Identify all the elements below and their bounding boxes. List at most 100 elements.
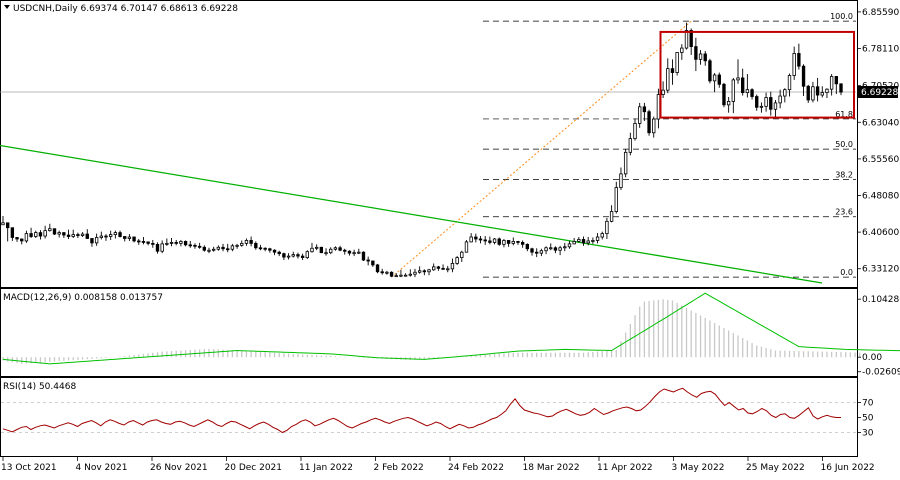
candle [811, 81, 815, 103]
candle-body [633, 123, 637, 140]
candle-body [797, 53, 801, 67]
candle-body [141, 241, 146, 243]
candle [726, 97, 731, 113]
candle [464, 239, 469, 253]
price-panel[interactable] [0, 0, 858, 288]
candle-body [549, 247, 553, 250]
candle-body [389, 271, 394, 277]
candle [221, 243, 225, 252]
candle-body [329, 248, 333, 254]
candle-body [113, 232, 118, 235]
candle-body [226, 248, 230, 251]
candle [427, 268, 431, 276]
candle-body [586, 240, 590, 244]
rsi-panel[interactable] [0, 377, 858, 457]
candle [511, 237, 515, 246]
candle-body [230, 245, 235, 250]
candle-body [684, 30, 689, 49]
candle [282, 252, 286, 261]
price-plot: 100.0 61.8 50.0 38.2 23.6 0.0 [0, 12, 856, 284]
candle [600, 231, 604, 240]
candle-body [394, 275, 398, 278]
candle-body [455, 257, 459, 264]
candle [661, 81, 665, 98]
candle [99, 231, 103, 240]
collapse-triangle-icon[interactable] [4, 5, 10, 9]
candle [249, 236, 253, 247]
candle [333, 246, 338, 251]
candle [366, 256, 370, 266]
candle-body [783, 89, 787, 97]
candle-body [525, 243, 530, 250]
candle-body [834, 76, 838, 85]
candle-body [656, 94, 661, 120]
candle [240, 240, 244, 247]
candle-body [469, 236, 473, 243]
candle [165, 238, 169, 246]
candle [52, 228, 57, 236]
candle [6, 222, 10, 242]
candle [235, 243, 239, 249]
candle [123, 236, 127, 242]
candle [478, 236, 483, 244]
candle-body [188, 244, 192, 247]
rsi-title: RSI(14) 50.4468 [3, 382, 76, 392]
candle [141, 237, 146, 245]
candle-body [76, 234, 80, 236]
price-axis-label: 6.85590 [862, 8, 899, 18]
candle [520, 240, 525, 248]
candle [638, 102, 642, 128]
candle [492, 237, 497, 245]
candle-body [160, 243, 164, 252]
rsi-axis-label: 30 [862, 429, 874, 439]
candle-body [403, 274, 408, 277]
candle [460, 250, 464, 262]
x-axis-label: 2 Feb 2022 [374, 463, 424, 473]
candle-body [62, 232, 66, 236]
candle-body [731, 79, 736, 102]
candle [530, 247, 534, 256]
candle [675, 51, 679, 76]
candle-body [324, 252, 328, 255]
candle-body [29, 233, 33, 237]
candle [642, 102, 647, 122]
candle-body [268, 248, 272, 251]
candle [300, 253, 305, 261]
candle [258, 244, 263, 251]
candle [179, 239, 183, 247]
candle-body [769, 97, 773, 110]
candle [29, 227, 33, 238]
candle-body [670, 68, 675, 73]
x-axis-label: 11 Apr 2022 [597, 463, 653, 473]
candle-body [361, 251, 366, 261]
candle [694, 37, 698, 72]
candle-body [567, 243, 572, 248]
fib-level-label: 23.6 [835, 208, 853, 217]
candle [544, 246, 548, 255]
candle [535, 248, 539, 258]
candle-body [66, 234, 71, 237]
candle [146, 241, 150, 246]
candle-body [609, 211, 614, 222]
candle-body [717, 74, 721, 85]
candle [226, 243, 230, 253]
rsi-axis-label: 50 [862, 414, 874, 424]
candle-body [235, 244, 239, 247]
candle [1, 215, 5, 226]
candle [778, 89, 782, 109]
candle [305, 250, 309, 260]
candle [741, 68, 745, 96]
candle-body [71, 234, 75, 237]
fib-level-label: 61.8 [835, 110, 853, 119]
candle [90, 238, 94, 247]
candle [450, 258, 455, 273]
candle-body [422, 270, 427, 273]
candle-body [52, 228, 57, 235]
candle [572, 237, 576, 245]
candle-body [726, 101, 731, 106]
x-axis-label: 18 Mar 2022 [523, 463, 580, 473]
candle [244, 238, 249, 246]
candle-body [474, 236, 478, 240]
candle [104, 234, 108, 241]
